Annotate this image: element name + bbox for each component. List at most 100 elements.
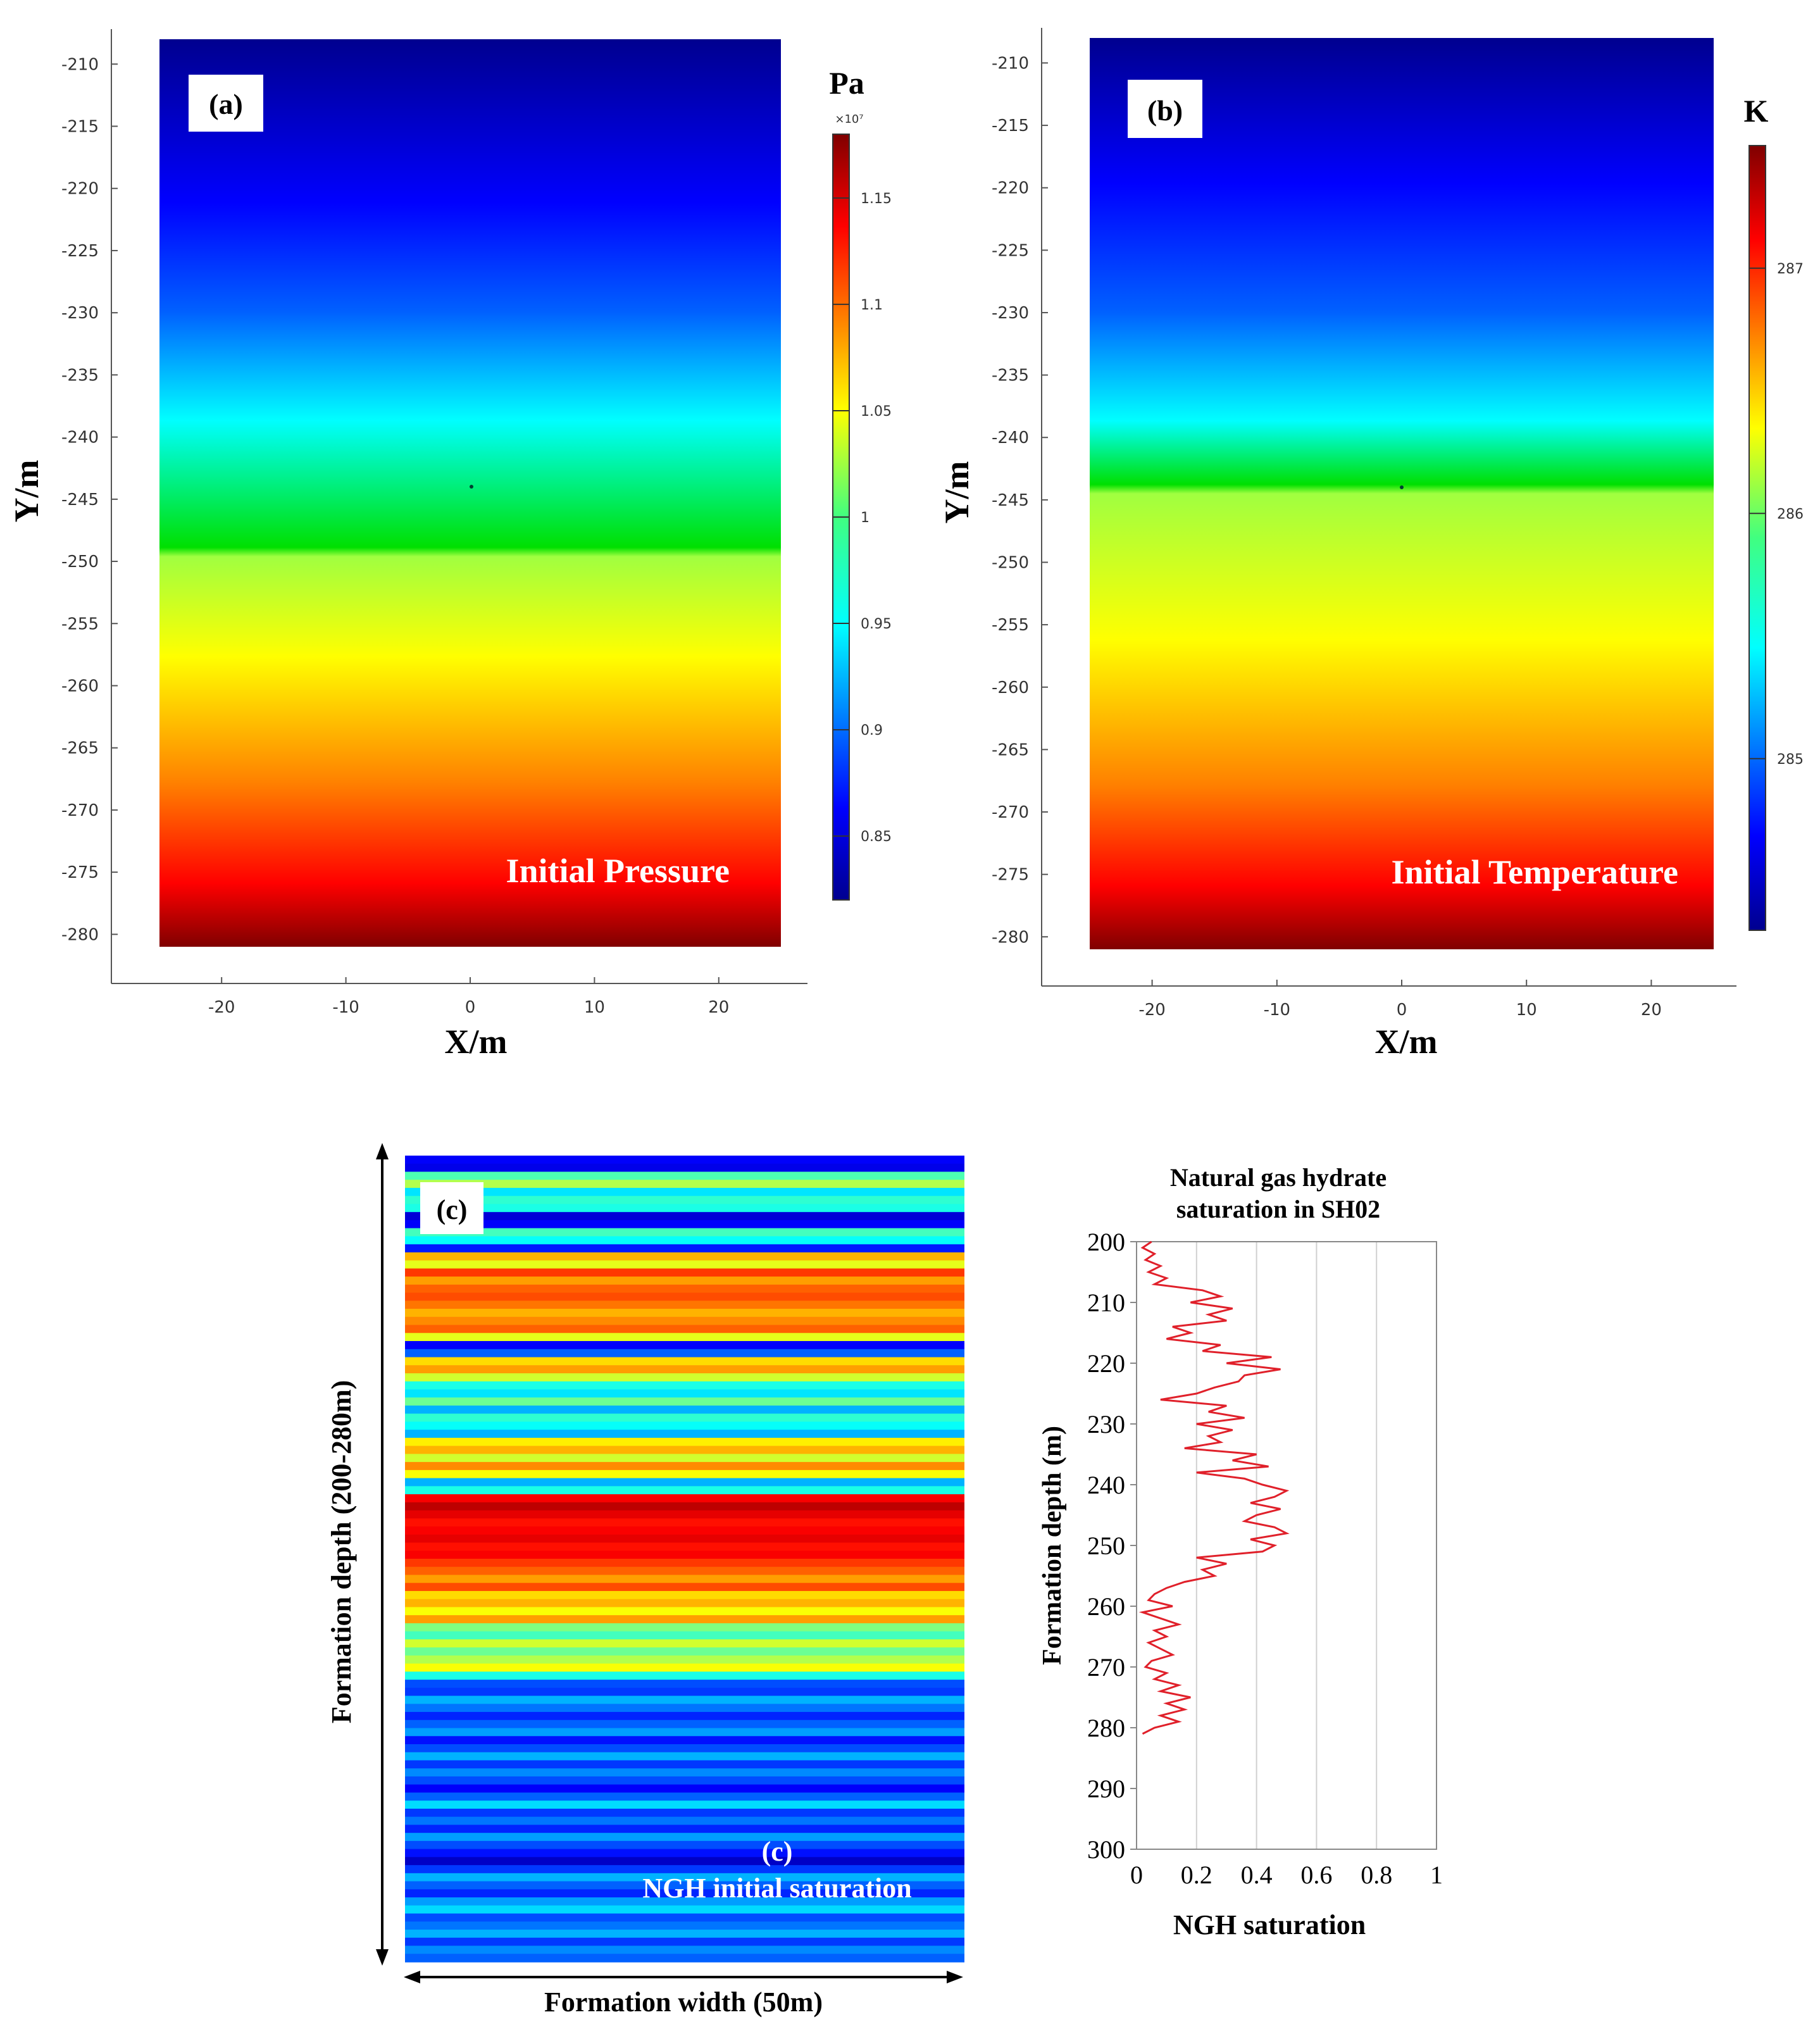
panel-c-band [405, 1590, 964, 1600]
panel-c-band [405, 1671, 964, 1680]
panel-a-y-tick-label: -230 [61, 304, 99, 323]
panel-b-y-tick-label: -220 [992, 179, 1029, 198]
panel-c-band [405, 1187, 964, 1197]
panel-a-y-tick-label: -220 [61, 180, 99, 199]
panel-c-band [405, 1163, 964, 1173]
panel-c-band [405, 1478, 964, 1487]
panel-c-band [405, 1728, 964, 1737]
sh02-y-tick-label: 290 [1087, 1775, 1125, 1803]
panel-c-band [405, 1695, 964, 1705]
panel-a-y-tick-label: -245 [61, 490, 99, 509]
panel-c-band [405, 1583, 964, 1592]
panel-c-band [405, 1897, 964, 1906]
panel-c-band [405, 1212, 964, 1221]
panel-c-band [405, 1599, 964, 1608]
sh02-x-tick-label: 0.4 [1241, 1861, 1273, 1889]
panel-a-y-tick-label: -240 [61, 428, 99, 447]
sh02-saturation-line [1138, 1240, 1290, 1735]
panel-c-band [405, 1647, 964, 1656]
panel-c-depth-arrow-head-top [376, 1143, 389, 1159]
panel-a-x-tick-label: -10 [332, 998, 359, 1017]
panel-c-band [405, 1470, 964, 1479]
panel-c-band [405, 1631, 964, 1640]
panel-c-band [405, 1768, 964, 1777]
panel-c-band [405, 1857, 964, 1866]
panel-a-field [159, 39, 781, 947]
panel-c-band [405, 1712, 964, 1721]
sh02-y-tick-label: 270 [1087, 1653, 1125, 1682]
panel-a-label: (a) [209, 88, 243, 120]
panel-c-xlabel: Formation width (50m) [544, 1987, 823, 2018]
panel-c-band [405, 1865, 964, 1874]
panel-b-y-tick-label: -255 [992, 616, 1029, 635]
panel-b-x-tick-label: 0 [1397, 1001, 1407, 1020]
panel-c-band [405, 1937, 964, 1947]
panel-c-annotation-line2: NGH initial saturation [642, 1873, 911, 1904]
panel-c-band [405, 1921, 964, 1930]
panel-c-band [405, 1341, 964, 1350]
panel-c-band [405, 1325, 964, 1334]
panel-b-x-tick-label: -10 [1264, 1001, 1290, 1020]
panel-b-label: (b) [1147, 94, 1183, 127]
panel-b-colorbar-tick-label: 286 [1777, 506, 1804, 522]
sh02-x-tick-label: 0.2 [1181, 1861, 1212, 1889]
panel-c-band [405, 1639, 964, 1648]
panel-a-colorbar-tick-label: 1.15 [861, 191, 892, 207]
panel-a-x-tick-label: 0 [465, 998, 476, 1017]
panel-c-band [405, 1309, 964, 1318]
panel-c-band [405, 1881, 964, 1890]
panel-a-y-tick-label: -260 [61, 677, 99, 696]
panel-b-y-tick-label: -225 [992, 241, 1029, 260]
sh02-y-tick-label: 260 [1087, 1592, 1125, 1621]
panel-c-band [405, 1316, 964, 1326]
panel-c-band [405, 1252, 964, 1261]
panel-b-ylabel: Y/m [938, 461, 976, 523]
panel-c-band [405, 1381, 964, 1390]
panel-c-band [405, 1744, 964, 1753]
panel-c-band [405, 1244, 964, 1253]
panel-b-y-tick-label: -215 [992, 116, 1029, 135]
panel-c-band [405, 1849, 964, 1858]
sh02-y-tick-label: 280 [1087, 1714, 1125, 1742]
panel-c-annotation-line1: (c) [762, 1836, 793, 1867]
panel-c-band [405, 1454, 964, 1463]
sh02-saturation-plot: Natural gas hydrate saturation in SH02 2… [1038, 1163, 1443, 1940]
panel-c-band [405, 1680, 964, 1688]
panel-c-band [405, 1228, 964, 1237]
panel-c-band [405, 1559, 964, 1568]
panel-a-colorbar-unit: Pa [829, 65, 864, 101]
panel-c-band [405, 1954, 964, 1963]
panel-c-band [405, 1816, 964, 1826]
panel-c-band [405, 1171, 964, 1181]
panel-c-band [405, 1792, 964, 1801]
panel-c-band [405, 1349, 964, 1358]
panel-c-depth-arrow-head-bottom [376, 1949, 389, 1966]
panel-c-band [405, 1833, 964, 1842]
panel-c-band [405, 1534, 964, 1544]
panel-c-band [405, 1430, 964, 1438]
panel-b-y-tick-label: -240 [992, 428, 1029, 447]
sh02-y-tick-label: 230 [1087, 1410, 1125, 1438]
panel-a-colorbar-tick-label: 0.95 [861, 616, 892, 632]
panel-c-band [405, 1413, 964, 1423]
panel-c-band [405, 1405, 964, 1414]
sh02-x-tick-label: 0 [1130, 1861, 1143, 1889]
panel-c-band [405, 1542, 964, 1552]
panel-b-y-tick-label: -250 [992, 553, 1029, 572]
panel-b-field [1090, 38, 1714, 949]
panel-b-y-tick-label: -245 [992, 491, 1029, 510]
panel-b-colorbar-unit: K [1744, 93, 1769, 128]
panel-c-label-box [420, 1182, 483, 1234]
panel-b-x-tick-label: -20 [1138, 1001, 1165, 1020]
panel-c-band [405, 1808, 964, 1818]
panel-a-colorbar-tick-label: 1.05 [861, 404, 892, 420]
panel-b-y-tick-label: -270 [992, 803, 1029, 822]
panel-b-temperature: -210 -215 -220 -225 -230 -235 -240 -245 -250 -255… [938, 28, 1804, 1061]
panel-c-band [405, 1663, 964, 1673]
panel-c-band [405, 1502, 964, 1511]
panel-c-band [405, 1945, 964, 1955]
panel-a-y-tick-label: -210 [61, 55, 99, 74]
panel-c-band [405, 1873, 964, 1882]
panel-c-band [405, 1930, 964, 1938]
panel-c-band [405, 1462, 964, 1471]
